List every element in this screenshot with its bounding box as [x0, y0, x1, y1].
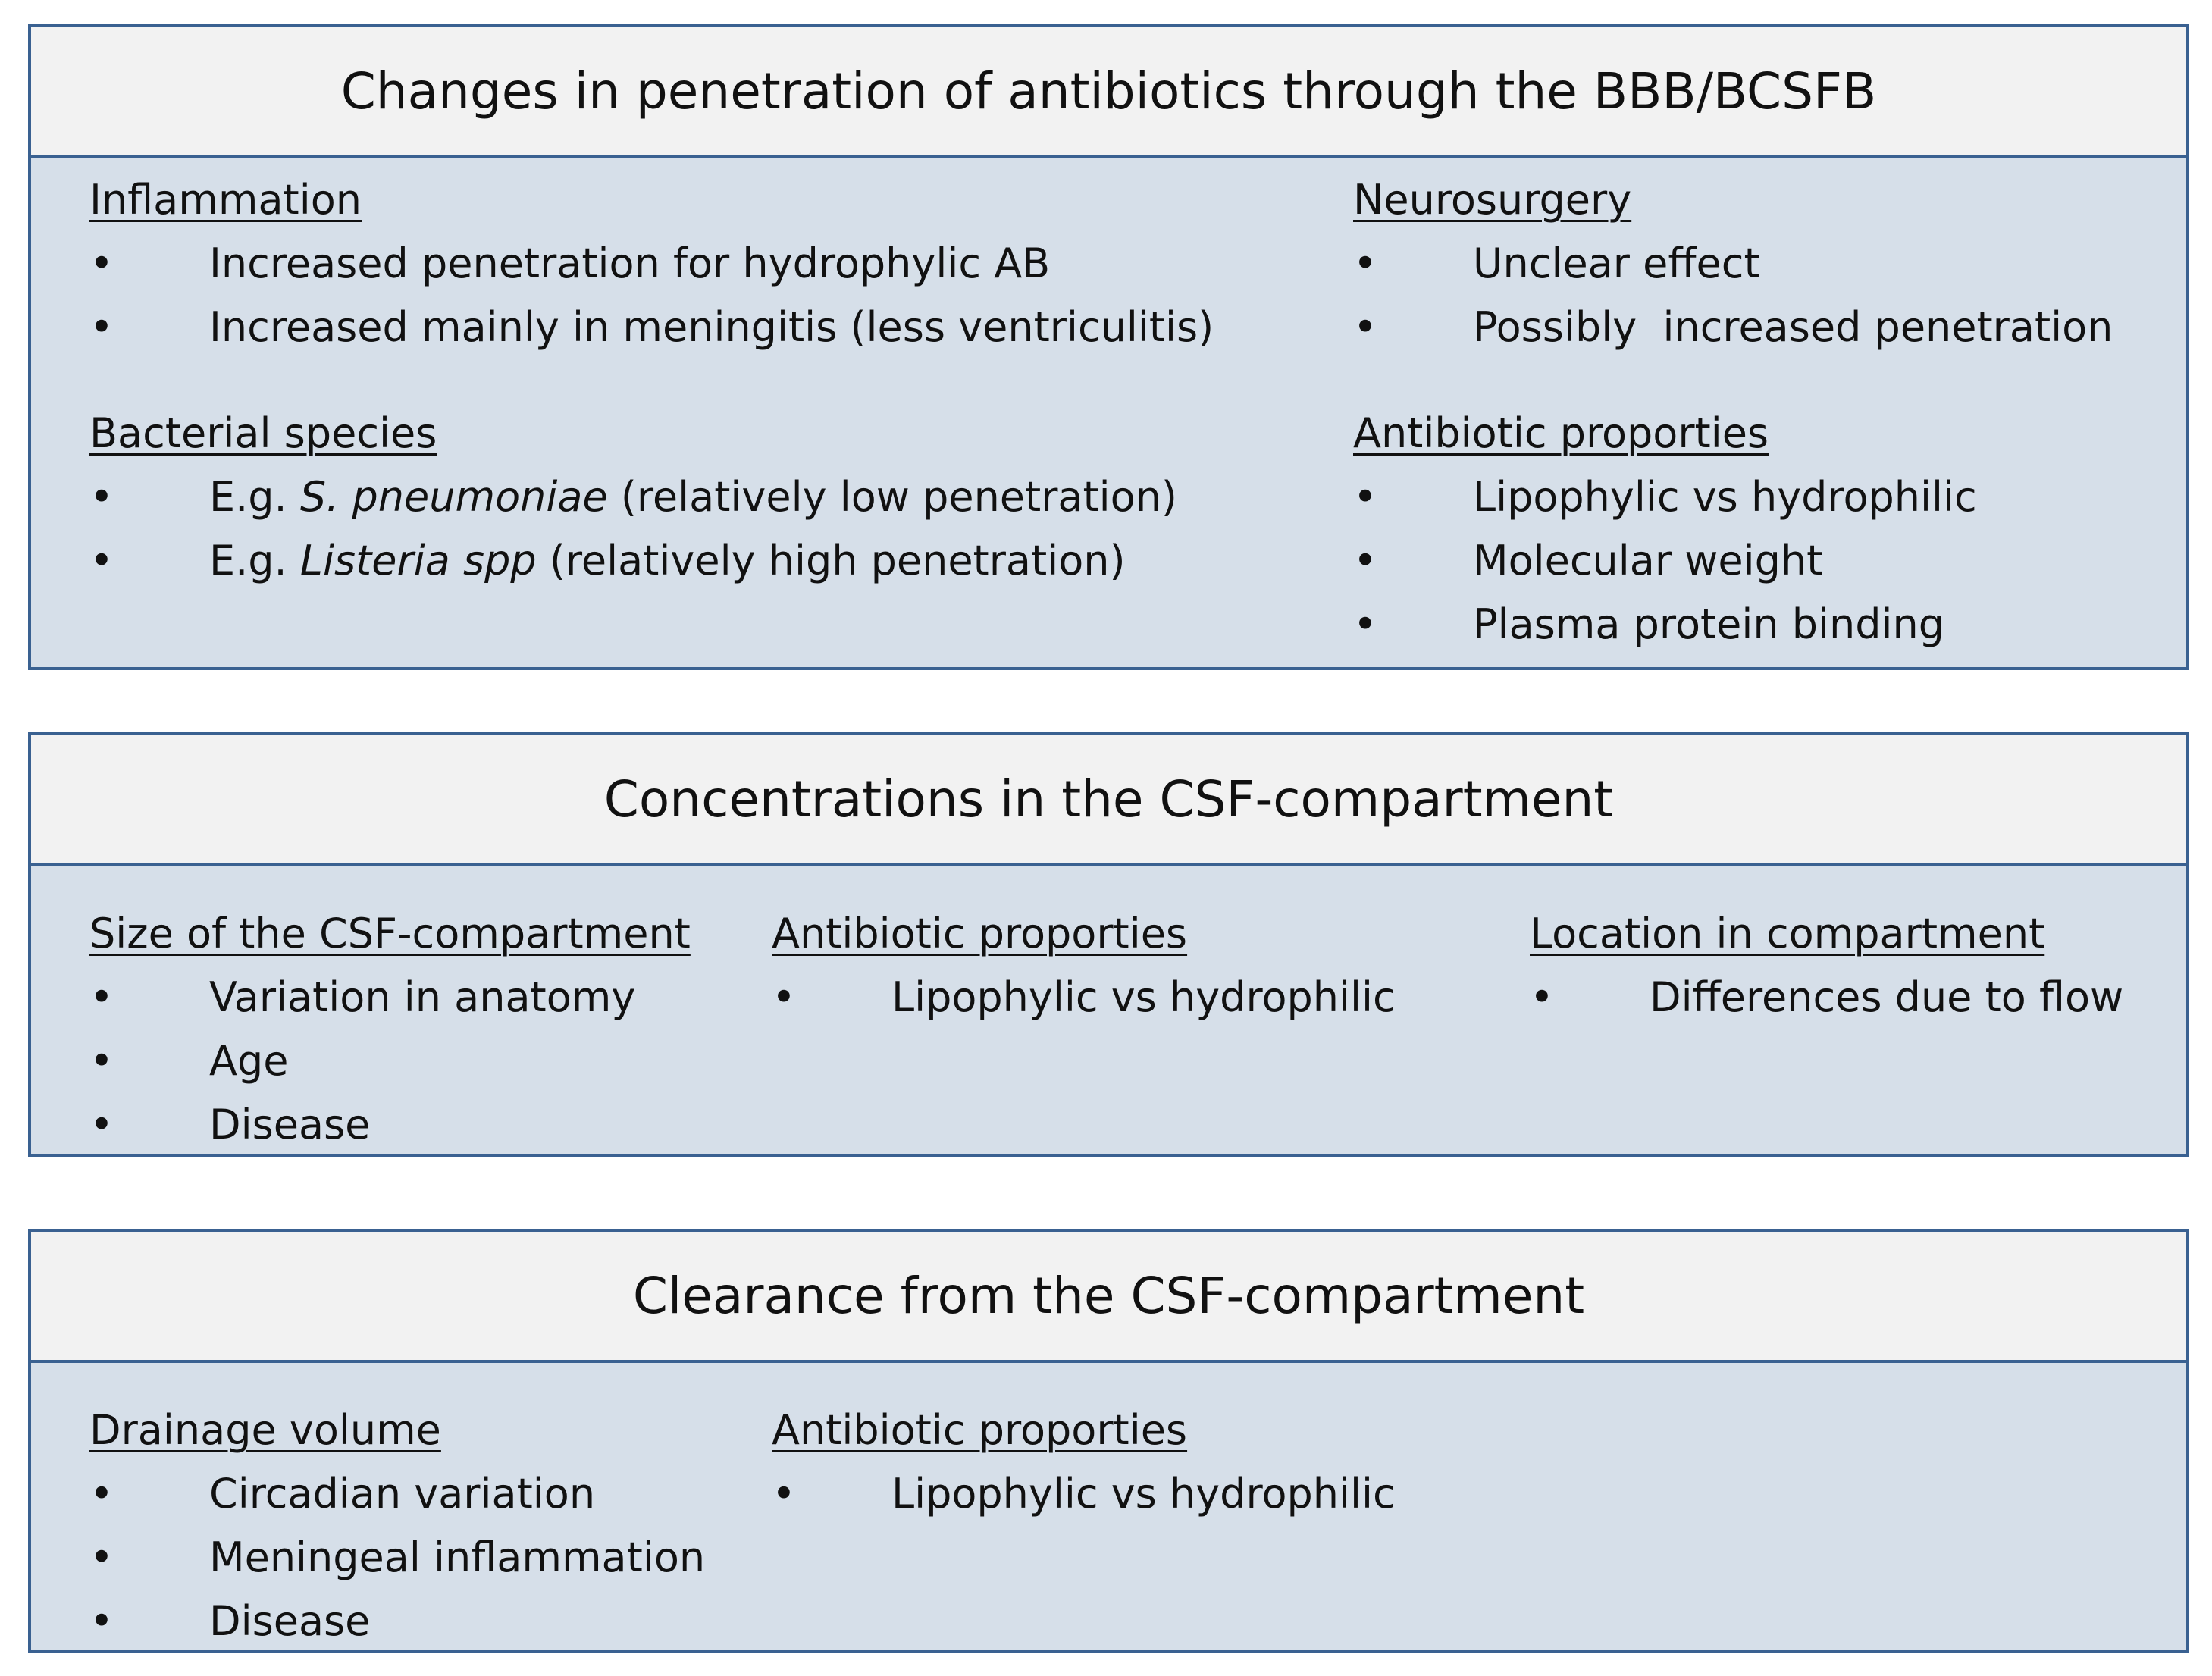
item-text: Disease: [209, 1597, 371, 1645]
bullet: •: [89, 537, 114, 584]
item-text: Lipophylic vs hydrophilic: [1473, 473, 1977, 521]
bullet: •: [1353, 240, 1377, 287]
bullet-item: • Meningeal inflammation: [89, 1526, 705, 1590]
item-text: Disease: [209, 1101, 371, 1148]
group-heading: Location in compartment: [1530, 910, 2045, 957]
group-heading: Antibiotic proporties: [772, 1406, 1188, 1454]
bullet: •: [89, 303, 114, 351]
item-text: Listeria spp: [299, 537, 537, 584]
bullet-item: • Disease: [89, 1093, 691, 1157]
group-heading: Neurosurgery: [1353, 176, 1632, 224]
item-text: (relatively low penetration): [607, 473, 1177, 521]
bullet: •: [89, 1037, 114, 1085]
group-heading: Antibiotic proporties: [772, 910, 1188, 957]
box-title: Clearance from the CSF-compartment: [632, 1267, 1585, 1325]
group: Antibiotic proporties • Lipophylic vs hydr…: [772, 1399, 1396, 1526]
item-text: Variation in anatomy: [209, 973, 636, 1021]
item-text: Age: [209, 1037, 289, 1085]
item-text: E.g.: [209, 537, 300, 584]
item-text: Meningeal inflammation: [209, 1533, 706, 1581]
bullet: •: [89, 973, 114, 1021]
group: Neurosurgery • Unclear effect • Possibly inc…: [1353, 168, 2113, 359]
item-text: Unclear effect: [1473, 240, 1760, 287]
bullet-item: • Differences due to flow: [1530, 966, 2123, 1029]
item-text: E.g.: [209, 473, 300, 521]
box-header: Clearance from the CSF-compartment: [31, 1232, 2186, 1363]
item-text: Possibly increased penetration: [1473, 303, 2113, 351]
group: Antibiotic proporties • Lipophylic vs hydr…: [1353, 402, 1977, 656]
group-heading: Drainage volume: [89, 1406, 441, 1454]
group: Bacterial species • E.g. S. pneumoniae (re…: [89, 402, 1177, 593]
bullet: •: [1530, 973, 1554, 1021]
bullet-item: • Unclear effect: [1353, 232, 2113, 296]
bullet: •: [772, 973, 796, 1021]
bullet-item: • Possibly increased penetration: [1353, 296, 2113, 359]
box: Clearance from the CSF-compartment Draina…: [28, 1229, 2189, 1653]
group: Antibiotic proporties • Lipophylic vs hydr…: [772, 902, 1396, 1029]
item-text: Increased penetration for hydrophylic AB: [209, 240, 1051, 287]
box-header: Concentrations in the CSF-compartment: [31, 735, 2186, 866]
group-heading: Size of the CSF-compartment: [89, 910, 691, 957]
bullet: •: [1353, 600, 1377, 648]
bullet-item: • Molecular weight: [1353, 529, 1977, 593]
bullet: •: [1353, 473, 1377, 521]
bullet-item: • E.g. Listeria spp (relatively high pene…: [89, 529, 1177, 593]
bullet-item: • Increased penetration for hydrophylic A…: [89, 232, 1214, 296]
bullet: •: [89, 1470, 114, 1518]
bullet: •: [89, 240, 114, 287]
bullet-item: • Circadian variation: [89, 1462, 705, 1526]
group-heading: Inflammation: [89, 176, 362, 224]
group: Location in compartment • Differences due …: [1530, 902, 2123, 1029]
bullet-item: • Lipophylic vs hydrophilic: [772, 1462, 1396, 1526]
bullet: •: [89, 1597, 114, 1645]
bullet-item: • Lipophylic vs hydrophilic: [772, 966, 1396, 1029]
bullet: •: [772, 1470, 796, 1518]
box-title: Changes in penetration of antibiotics th…: [340, 62, 1877, 121]
box-header: Changes in penetration of antibiotics th…: [31, 27, 2186, 158]
bullet-item: • E.g. S. pneumoniae (relatively low pene…: [89, 465, 1177, 529]
group-heading: Antibiotic proporties: [1353, 409, 1769, 457]
bullet-item: • Disease: [89, 1590, 705, 1653]
bullet: •: [89, 473, 114, 521]
group-heading: Bacterial species: [89, 409, 437, 457]
bullet: •: [1353, 303, 1377, 351]
item-text: Plasma protein binding: [1473, 600, 1945, 648]
item-text: Lipophylic vs hydrophilic: [891, 1470, 1396, 1518]
box: Concentrations in the CSF-compartment Siz…: [28, 732, 2189, 1157]
item-text: Differences due to flow: [1650, 973, 2124, 1021]
item-text: Circadian variation: [209, 1470, 596, 1518]
item-text: Increased mainly in meningitis (less ven…: [209, 303, 1214, 351]
group: Size of the CSF-compartment • Variation in…: [89, 902, 691, 1157]
item-text: S. pneumoniae: [299, 473, 608, 521]
item-text: Molecular weight: [1473, 537, 1823, 584]
bullet-item: • Plasma protein binding: [1353, 593, 1977, 656]
bullet: •: [1353, 537, 1377, 584]
bullet-item: • Increased mainly in meningitis (less ve…: [89, 296, 1214, 359]
box: Changes in penetration of antibiotics th…: [28, 24, 2189, 670]
bullet: •: [89, 1101, 114, 1148]
item-text: Lipophylic vs hydrophilic: [891, 973, 1396, 1021]
bullet-item: • Age: [89, 1029, 691, 1093]
item-text: (relatively high penetration): [536, 537, 1126, 584]
group: Inflammation • Increased penetration for h…: [89, 168, 1214, 359]
bullet-item: • Variation in anatomy: [89, 966, 691, 1029]
group: Drainage volume • Circadian variation • Meni…: [89, 1399, 705, 1653]
bullet-item: • Lipophylic vs hydrophilic: [1353, 465, 1977, 529]
box-title: Concentrations in the CSF-compartment: [603, 770, 1614, 829]
bullet: •: [89, 1533, 114, 1581]
